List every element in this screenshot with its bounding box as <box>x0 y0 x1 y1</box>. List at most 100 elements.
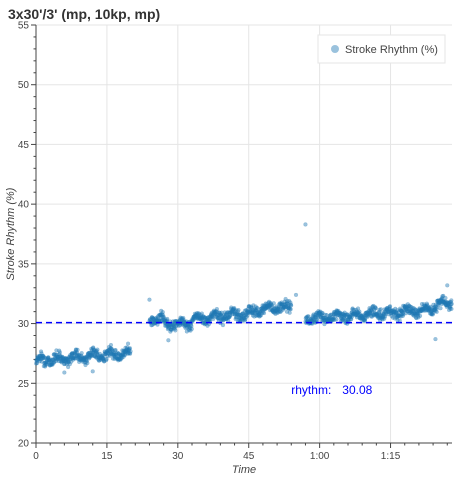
data-point <box>109 347 115 352</box>
data-point <box>418 308 423 313</box>
data-point <box>380 314 386 319</box>
data-point <box>172 319 177 324</box>
data-point <box>316 309 321 314</box>
data-point <box>319 315 324 320</box>
data-point <box>340 317 345 322</box>
data-point <box>79 356 84 361</box>
data-point <box>66 360 71 365</box>
chart-title: 3x30'/3' (mp, 10kp, mp) <box>8 6 160 22</box>
data-point <box>72 351 77 356</box>
data-point <box>197 313 202 318</box>
data-point <box>390 309 395 314</box>
data-point <box>151 316 156 322</box>
data-point <box>127 346 133 351</box>
data-point <box>313 318 318 323</box>
data-point <box>249 305 254 311</box>
data-point <box>421 306 427 311</box>
data-point <box>161 317 166 323</box>
data-point <box>440 299 445 305</box>
data-point <box>282 302 287 307</box>
data-point <box>83 362 88 368</box>
data-point <box>412 311 417 317</box>
data-point <box>342 313 347 319</box>
data-point <box>94 348 99 354</box>
data-point <box>74 347 79 353</box>
data-point <box>218 316 223 321</box>
data-point <box>343 313 348 318</box>
data-point <box>280 302 285 307</box>
data-point <box>91 345 96 350</box>
data-point <box>115 356 120 362</box>
data-point <box>439 297 444 303</box>
data-point <box>179 316 184 321</box>
data-point <box>246 309 251 314</box>
data-point <box>318 314 323 319</box>
data-point <box>69 351 74 356</box>
data-point <box>54 358 59 364</box>
data-point <box>224 316 229 321</box>
data-point <box>225 315 231 320</box>
data-point <box>262 303 268 308</box>
data-point <box>270 308 275 314</box>
data-point <box>86 351 91 356</box>
data-point <box>76 357 81 362</box>
data-point <box>310 318 315 323</box>
data-point <box>42 361 47 366</box>
data-point <box>209 310 214 315</box>
data-point <box>281 304 286 310</box>
data-point <box>195 315 200 320</box>
data-point <box>51 360 56 365</box>
data-point <box>379 315 384 320</box>
data-point <box>408 309 413 314</box>
data-point <box>378 315 383 320</box>
data-point <box>65 357 70 362</box>
data-point <box>250 310 255 315</box>
data-point <box>274 307 279 313</box>
data-point <box>51 360 57 365</box>
data-point <box>255 310 261 315</box>
data-point <box>317 311 322 316</box>
data-point <box>100 353 105 358</box>
legend[interactable]: Stroke Rhythm (%) <box>317 34 446 64</box>
data-point <box>339 316 344 321</box>
data-point <box>181 315 186 321</box>
data-point <box>430 308 435 313</box>
data-point <box>414 315 419 321</box>
data-point <box>56 356 61 361</box>
data-point <box>318 315 323 320</box>
data-point <box>273 311 278 316</box>
data-point <box>398 308 403 313</box>
data-point <box>110 356 116 361</box>
data-point <box>161 315 166 320</box>
data-point <box>125 351 130 356</box>
data-point <box>185 325 190 330</box>
data-point <box>62 359 67 364</box>
data-point <box>358 312 363 317</box>
data-point <box>373 311 378 317</box>
data-point <box>411 313 416 318</box>
data-point <box>242 316 247 321</box>
data-point <box>403 308 408 313</box>
data-point <box>70 357 76 362</box>
data-point <box>35 356 40 361</box>
data-point <box>222 314 228 319</box>
legend-entry[interactable]: Stroke Rhythm (%) <box>345 44 438 56</box>
data-point <box>423 304 428 309</box>
data-point <box>196 311 201 316</box>
data-point <box>211 312 217 317</box>
data-point <box>400 313 405 319</box>
data-point <box>282 299 287 304</box>
data-point <box>79 354 85 359</box>
data-point <box>207 317 212 322</box>
data-point <box>256 310 261 315</box>
data-point <box>446 301 451 306</box>
data-point <box>113 352 118 357</box>
data-point <box>359 313 364 319</box>
data-point <box>221 315 227 320</box>
data-point <box>183 322 188 327</box>
data-point <box>58 353 63 359</box>
data-point <box>84 358 90 363</box>
data-point <box>323 318 328 323</box>
data-point <box>248 309 253 314</box>
data-point <box>280 303 285 308</box>
